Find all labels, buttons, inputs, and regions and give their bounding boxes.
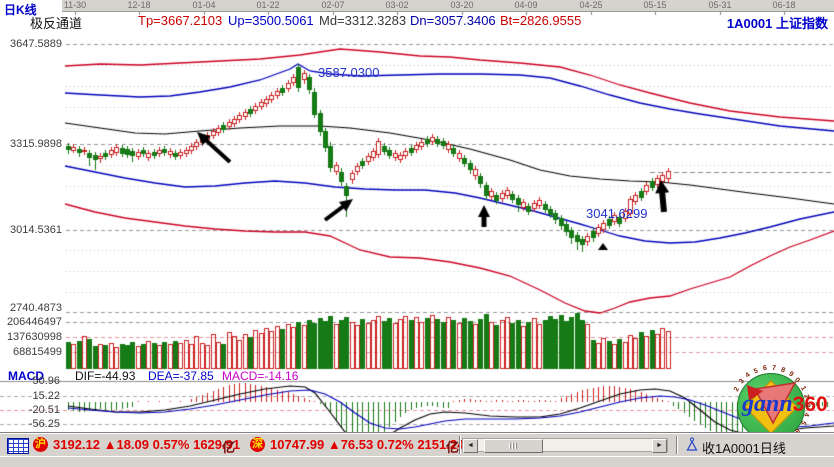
- scrollbar-grip: [509, 443, 517, 449]
- volume-axis-label: 68815499: [13, 346, 62, 358]
- volume-axis-label: 137630998: [6, 331, 62, 343]
- macd-axis-label: 50.96: [32, 375, 60, 387]
- shanghai-unit: 亿: [222, 440, 236, 455]
- macd-axis-label: -56.25: [28, 418, 60, 430]
- price-axis-label: 3014.5361: [10, 224, 62, 236]
- macd-macd-value: MACD=-14.16: [222, 369, 299, 383]
- macd-dif-value: DIF=-44.93: [75, 369, 136, 383]
- price-axis-label: 3315.9898: [10, 138, 62, 150]
- shenzhen-unit: 亿: [446, 440, 460, 455]
- indicator-dn-value: Dn=3057.3406: [410, 13, 496, 28]
- date-label: 05-31: [708, 0, 732, 10]
- date-label: 03-02: [385, 0, 409, 10]
- date-label: 04-25: [579, 0, 603, 10]
- macd-dea-value: DEA=-37.85: [148, 369, 214, 383]
- indicator-bt-value: Bt=2826.9555: [500, 13, 582, 28]
- shanghai-index-quote: 3192.12 ▲18.09 0.57% 1629.91: [53, 437, 241, 452]
- logo-text: gann360: [742, 391, 828, 417]
- date-label: 02-07: [321, 0, 345, 10]
- shenzhen-badge-icon[interactable]: 深: [250, 437, 265, 452]
- price-axis-label: 3647.5889: [10, 38, 62, 50]
- macd-panel-title: MACD: [8, 369, 44, 383]
- bottom-strip: [0, 456, 834, 467]
- dn-level-annotation: 3041.6299: [586, 206, 648, 221]
- current-view-status: 收1A0001日线: [702, 441, 786, 456]
- scroll-right-button[interactable]: ►: [652, 439, 667, 453]
- indicator-md-value: Md=3312.3283: [319, 13, 407, 28]
- shenzhen-index-quote: 10747.99 ▲76.53 0.72% 2151.24: [270, 437, 465, 452]
- horizontal-scrollbar[interactable]: ◄ ►: [462, 438, 668, 453]
- date-label: 01-22: [256, 0, 280, 10]
- macd-axis-label: -20.51: [28, 404, 60, 416]
- logo-digit: 6: [762, 365, 768, 373]
- indicator-name: 极反通道: [30, 16, 83, 31]
- logo-digit: 7: [771, 365, 777, 373]
- divider: [459, 436, 461, 454]
- kline-tab[interactable]: 日K线: [4, 3, 37, 17]
- indicator-tp-value: Tp=3667.2103: [138, 13, 223, 28]
- date-axis-strip: 11-30 12-18 01-04 01-22 02-07 03-02 03-20 04-09…: [62, 0, 834, 12]
- date-label: 12-18: [127, 0, 151, 10]
- indicator-up-value: Up=3500.5061: [228, 13, 314, 28]
- scroll-left-button[interactable]: ◄: [463, 439, 478, 453]
- date-label: 01-04: [192, 0, 216, 10]
- volume-axis-label: 206446497: [6, 316, 62, 328]
- divider: [676, 436, 678, 454]
- status-chart-icon: [686, 437, 698, 451]
- shanghai-badge-icon[interactable]: 沪: [33, 437, 48, 452]
- date-label: 06-18: [772, 0, 796, 10]
- status-bar: 沪 3192.12 ▲18.09 0.57% 1629.91 亿 深 10747…: [0, 433, 834, 457]
- date-label: 05-15: [643, 0, 667, 10]
- date-label: 04-09: [514, 0, 538, 10]
- macd-axis-label: 15.22: [32, 390, 60, 402]
- price-axis-label: 2740.4873: [10, 302, 62, 314]
- up-peak-annotation: 3587.0300: [318, 65, 380, 80]
- calculator-grid-icon[interactable]: [7, 438, 29, 454]
- logo-arrow-icon: [747, 382, 797, 425]
- symbol-title: 1A0001 上证指数: [726, 16, 828, 31]
- logo-digit: 3: [803, 403, 811, 408]
- date-label: 03-20: [450, 0, 474, 10]
- date-label: 11-30: [63, 0, 87, 10]
- scrollbar-thumb[interactable]: [484, 439, 543, 453]
